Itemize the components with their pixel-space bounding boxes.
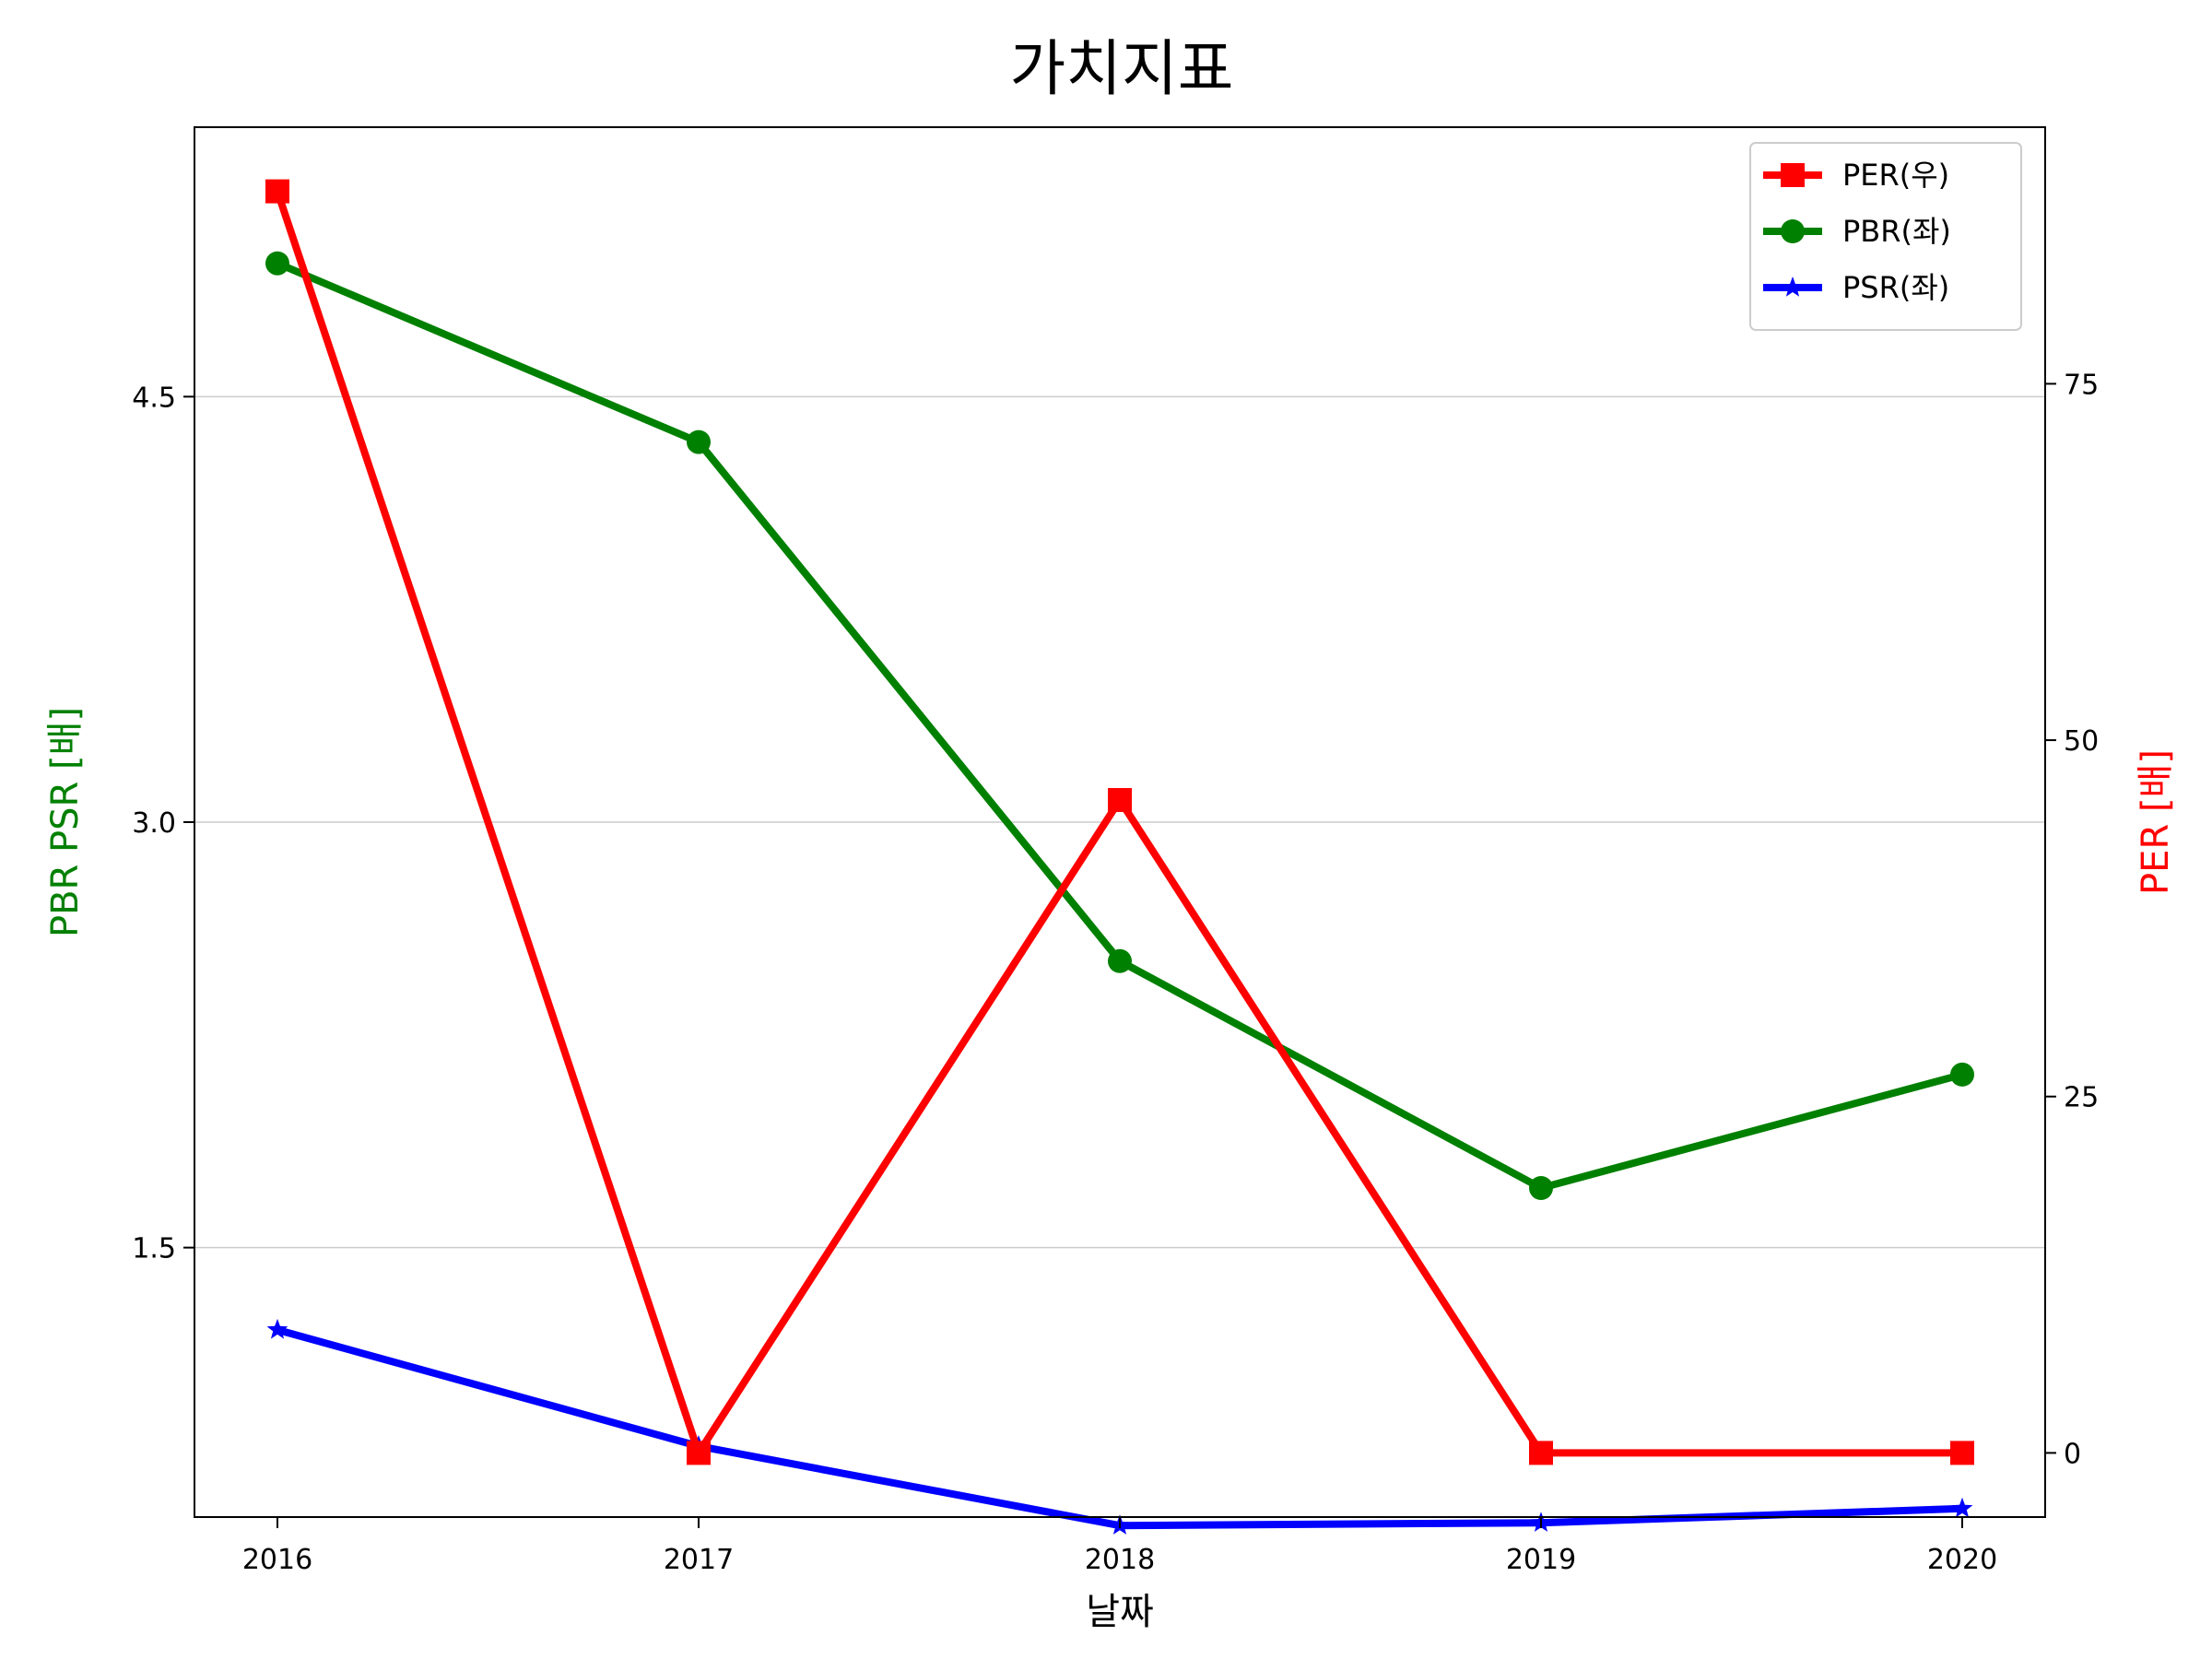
data-point [266, 1318, 288, 1339]
x-axis-label: 날짜 [1086, 1591, 1154, 1633]
legend-entry: PBR(좌) [1763, 214, 1951, 249]
data-point [1951, 1497, 1973, 1518]
x-tick-label: 2020 [1927, 1544, 1997, 1576]
legend-entry: PER(우) [1763, 158, 1949, 193]
y-left-tick-label: 4.5 [132, 382, 176, 414]
data-point [265, 251, 289, 276]
legend-label: PBR(좌) [1842, 214, 1951, 249]
chart-title: 가치지표 [1010, 33, 1234, 104]
data-point [265, 179, 289, 204]
x-tick-label: 2016 [242, 1544, 312, 1576]
data-point [687, 429, 711, 454]
legend-marker [1781, 163, 1805, 187]
y-right-tick-label: 75 [2064, 369, 2099, 401]
data-point [1950, 1062, 1974, 1087]
legend-box [1749, 142, 2022, 331]
x-tick-label: 2018 [1085, 1544, 1155, 1576]
y-axis-right-label: PER [배] [2135, 749, 2177, 895]
series-line [276, 1326, 1963, 1530]
legend-marker [1781, 219, 1805, 243]
data-point [1529, 1441, 1553, 1465]
series-0 [265, 179, 1974, 1465]
data-point [1950, 1441, 1974, 1465]
legend: PER(우) PBR(좌) PSR(좌) [1749, 142, 2022, 331]
legend-label: PSR(좌) [1842, 270, 1949, 305]
y-left-tick-label: 3.0 [132, 807, 176, 840]
grid-layer [194, 395, 2045, 1249]
y-right-tick-label: 0 [2064, 1438, 2081, 1470]
data-point [1108, 948, 1132, 973]
y-right-tick-label: 25 [2064, 1082, 2099, 1114]
series-layer [265, 179, 1974, 1535]
x-axis: 2016 2017 2018 2019 2020 [242, 1517, 1997, 1576]
y-axis-right: 0 25 50 75 [2045, 369, 2099, 1470]
series-1 [265, 251, 1974, 1201]
x-tick-label: 2019 [1506, 1544, 1576, 1576]
y-axis-left: 1.5 3.0 4.5 [132, 382, 194, 1265]
y-left-tick-label: 1.5 [132, 1233, 176, 1265]
legend-marker [1782, 276, 1804, 297]
legend-entry: PSR(좌) [1763, 270, 1949, 305]
legend-label: PER(우) [1842, 158, 1949, 193]
x-tick-label: 2017 [664, 1544, 734, 1576]
series-2 [266, 1318, 1973, 1535]
data-point [1529, 1176, 1553, 1201]
y-right-tick-label: 50 [2064, 725, 2099, 758]
y-axis-left-label: PBR PSR [배] [44, 707, 87, 937]
series-line [276, 260, 1964, 1192]
data-point [1108, 788, 1132, 813]
data-point [687, 1441, 711, 1465]
